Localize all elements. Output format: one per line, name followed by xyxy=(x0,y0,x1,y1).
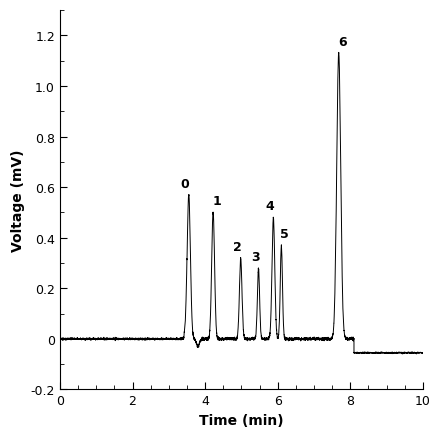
X-axis label: Time (min): Time (min) xyxy=(199,413,284,427)
Text: 4: 4 xyxy=(266,200,274,213)
Text: 0: 0 xyxy=(180,177,189,190)
Text: 2: 2 xyxy=(232,240,241,253)
Y-axis label: Voltage (mV): Voltage (mV) xyxy=(11,149,25,251)
Text: 1: 1 xyxy=(212,195,221,208)
Text: 3: 3 xyxy=(251,251,259,263)
Text: 6: 6 xyxy=(338,36,347,49)
Text: 5: 5 xyxy=(280,228,289,241)
